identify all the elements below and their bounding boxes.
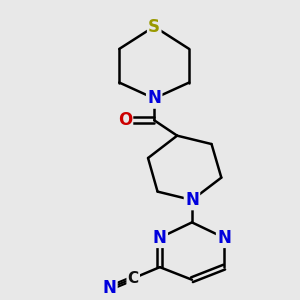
Text: O: O xyxy=(118,111,132,129)
Text: C: C xyxy=(128,271,139,286)
Text: N: N xyxy=(147,89,161,107)
Text: N: N xyxy=(185,191,199,209)
Text: S: S xyxy=(148,18,160,36)
Text: N: N xyxy=(153,229,167,247)
Text: N: N xyxy=(103,279,116,297)
Text: N: N xyxy=(217,229,231,247)
